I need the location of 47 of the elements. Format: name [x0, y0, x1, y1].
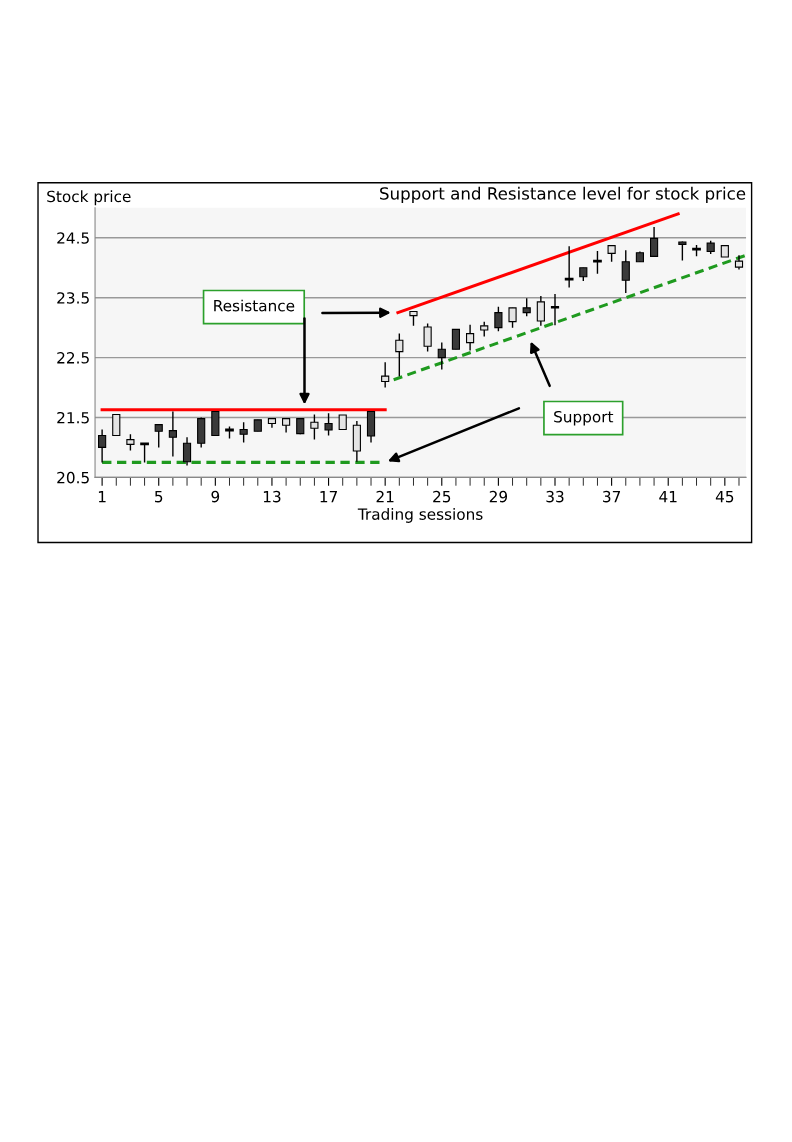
- y-tick-label: 24.5: [57, 232, 89, 244]
- candlestick: [621, 249, 630, 294]
- y-axis-title: Stock price: [47, 190, 131, 206]
- x-tick-label: 1: [98, 491, 106, 503]
- x-tick-label: 13: [263, 490, 281, 503]
- candlestick: [451, 328, 461, 350]
- candlestick: [536, 295, 545, 327]
- x-tick-label: 9: [211, 490, 220, 503]
- x-tick-label: 29: [489, 490, 508, 503]
- candlestick: [211, 410, 220, 436]
- candlestick: [140, 442, 149, 464]
- candlestick: [550, 293, 560, 326]
- chart-title: Support and Resistance level for stock price: [380, 186, 746, 203]
- candlestick: [112, 413, 121, 436]
- y-tick-label: 20.5: [57, 471, 89, 484]
- candlestick: [649, 226, 659, 258]
- x-tick-label: 33: [546, 490, 564, 503]
- x-tick-label: 37: [603, 490, 621, 503]
- candlestick: [423, 322, 432, 353]
- candlestick: [239, 421, 248, 444]
- candlestick: [168, 410, 177, 458]
- candlestick: [593, 250, 602, 275]
- y-tick-label: 23.5: [57, 292, 89, 304]
- candlestick: [678, 240, 687, 262]
- x-tick-label: 25: [433, 490, 451, 503]
- x-tick-label: 21: [376, 490, 394, 503]
- candlestick: [381, 361, 390, 389]
- candlestick: [395, 332, 404, 377]
- annotation: Resistance: [214, 299, 295, 312]
- candlestick: [564, 245, 574, 289]
- candlestick: [98, 428, 107, 464]
- y-tick-label: 21.5: [57, 411, 89, 424]
- annotation: Support: [554, 410, 614, 426]
- candlestick: [465, 323, 475, 352]
- x-tick-label: 5: [155, 491, 163, 503]
- x-tick-label: 45: [715, 491, 734, 503]
- y-tick-label: 22.5: [57, 352, 89, 364]
- candlestick: [310, 413, 319, 441]
- candlestick: [437, 341, 446, 371]
- x-axis-title: Trading sessions: [357, 508, 483, 523]
- candlestick: [154, 423, 163, 449]
- x-tick-label: 41: [659, 491, 677, 503]
- candlestick: [494, 305, 503, 332]
- candlestick: [182, 436, 192, 467]
- candlestick: [324, 412, 333, 437]
- candlestick: [508, 307, 517, 329]
- x-tick-label: 17: [320, 491, 337, 503]
